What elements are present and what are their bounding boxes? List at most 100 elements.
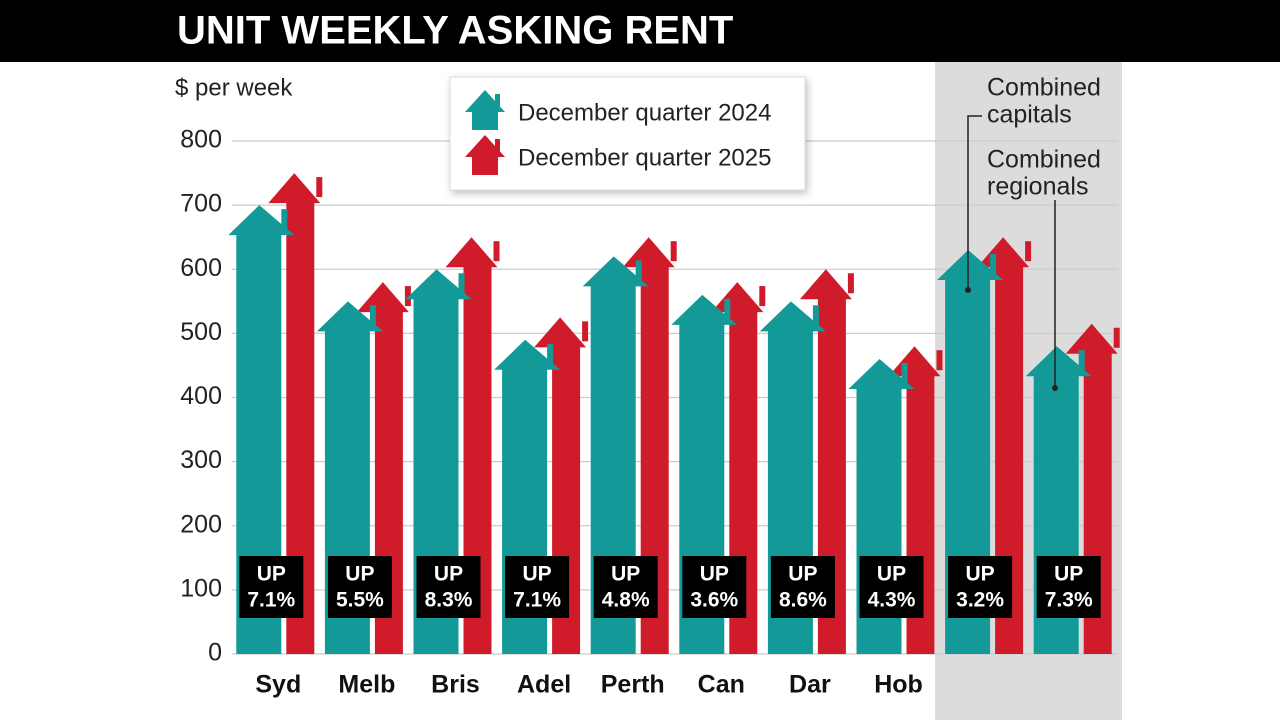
house-bar <box>534 317 587 654</box>
change-label: UP <box>523 563 552 586</box>
legend: December quarter 2024 December quarter 20… <box>449 76 806 191</box>
chimney <box>635 260 642 281</box>
y-tick-label: 600 <box>180 254 222 282</box>
chimney <box>493 241 500 262</box>
leader-dot <box>1052 385 1058 391</box>
change-box <box>505 556 570 618</box>
house-bar <box>228 205 295 654</box>
y-tick-label: 700 <box>180 190 222 218</box>
change-label: UP <box>966 563 995 586</box>
change-label: UP <box>700 563 729 586</box>
change-box <box>770 556 835 618</box>
chimney <box>847 273 854 294</box>
chimney <box>759 286 766 307</box>
chimney <box>458 273 465 294</box>
y-axis-label: $ per week <box>175 74 293 101</box>
house-bar <box>888 346 941 654</box>
house-bar <box>1065 323 1118 654</box>
chimney <box>1113 327 1120 348</box>
change-label: 8.6% <box>779 589 827 612</box>
change-label: UP <box>257 563 286 586</box>
header-band <box>0 0 1280 62</box>
chimney <box>990 254 997 275</box>
change-box <box>327 556 392 618</box>
chimney <box>936 350 943 371</box>
y-tick-label: 300 <box>180 446 222 474</box>
legend-box <box>449 76 806 191</box>
change-label: 3.2% <box>956 589 1004 612</box>
annotation: Combined <box>987 74 1101 102</box>
chimney <box>582 321 589 342</box>
change-label: UP <box>345 563 374 586</box>
change-label: 4.8% <box>602 589 650 612</box>
legend-icon <box>465 90 505 130</box>
x-tick-label: Syd <box>255 671 301 699</box>
house-bar <box>937 250 1004 654</box>
change-box <box>416 556 481 618</box>
legend-chimney <box>495 139 500 151</box>
change-label: 7.3% <box>1045 589 1093 612</box>
leader-dot <box>965 287 971 293</box>
change-label: 7.1% <box>247 589 295 612</box>
change-label: UP <box>788 563 817 586</box>
annotations: Combined capitals Combined regionals <box>965 74 1101 391</box>
change-box <box>239 556 304 618</box>
house-bar <box>977 237 1030 654</box>
chimney <box>670 241 677 262</box>
x-tick-label: Dar <box>789 671 831 699</box>
y-tick-label: 500 <box>180 318 222 346</box>
y-tick-label: 200 <box>180 510 222 538</box>
legend-icon <box>465 135 505 175</box>
change-label: UP <box>434 563 463 586</box>
change-box <box>593 556 658 618</box>
y-tick-label: 800 <box>180 126 222 154</box>
chimney <box>724 298 731 319</box>
change-box <box>682 556 747 618</box>
chimney <box>281 209 288 230</box>
house-bar <box>268 173 321 654</box>
x-tick-label: Can <box>698 671 745 699</box>
chimney <box>369 305 376 326</box>
annotation: Combined <box>987 146 1101 174</box>
house-bar <box>445 237 498 654</box>
change-box <box>948 556 1013 618</box>
legend-chimney <box>495 94 500 106</box>
change-label: UP <box>877 563 906 586</box>
leader-line <box>967 115 982 290</box>
house-bar <box>799 269 852 654</box>
y-tick-label: 0 <box>208 639 222 667</box>
change-label: 4.3% <box>868 589 916 612</box>
x-tick-label: Hob <box>874 671 923 699</box>
x-tick-label: Bris <box>431 671 480 699</box>
change-label: 3.6% <box>690 589 738 612</box>
change-box <box>1036 556 1101 618</box>
house-bar <box>582 256 649 654</box>
annotation: regionals <box>987 173 1088 201</box>
y-tick-label: 100 <box>180 574 222 602</box>
change-box <box>859 556 924 618</box>
chimney <box>316 177 323 198</box>
x-tick-label: Perth <box>601 671 665 699</box>
x-tick-label: Melb <box>338 671 395 699</box>
chimney <box>812 305 819 326</box>
change-label: UP <box>1054 563 1083 586</box>
chart-title: UNIT WEEKLY ASKING RENT <box>177 9 733 53</box>
legend-label: December quarter 2024 <box>518 99 771 126</box>
chimney <box>404 286 411 307</box>
house-bar <box>356 282 409 654</box>
house-bar <box>622 237 675 654</box>
house-bar <box>711 282 764 654</box>
change-label: 5.5% <box>336 589 384 612</box>
chimney <box>1078 350 1085 371</box>
change-label: 7.1% <box>513 589 561 612</box>
x-tick-label: Adel <box>517 671 571 699</box>
change-label: UP <box>611 563 640 586</box>
chimney <box>901 363 908 384</box>
annotation: capitals <box>987 101 1072 129</box>
chimney <box>1025 241 1032 262</box>
chimney <box>547 343 554 364</box>
change-label: 8.3% <box>425 589 473 612</box>
y-tick-label: 400 <box>180 382 222 410</box>
